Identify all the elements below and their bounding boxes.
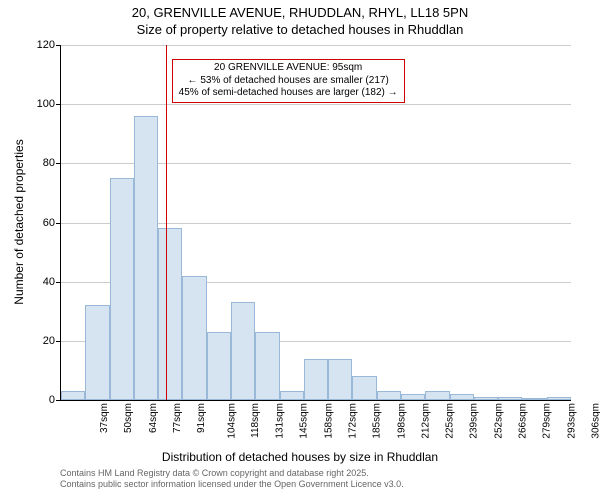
histogram-bar [352, 376, 376, 400]
xtick-label: 131sqm [275, 403, 286, 439]
chart-title-line1: 20, GRENVILLE AVENUE, RHUDDLAN, RHYL, LL… [0, 5, 600, 20]
ytick-label: 60 [25, 217, 55, 229]
ytick-label: 40 [25, 276, 55, 288]
plot-area: 20 GRENVILLE AVENUE: 95sqm ← 53% of deta… [60, 45, 571, 401]
xtick-label: 266sqm [518, 403, 529, 439]
histogram-bar [110, 178, 134, 400]
histogram-bar [231, 302, 255, 400]
histogram-bar [547, 397, 571, 400]
ytick-label: 20 [25, 335, 55, 347]
reference-line-marker [166, 45, 167, 400]
xtick-label: 279sqm [542, 403, 553, 439]
xtick-label: 306sqm [590, 403, 600, 439]
xtick-label: 172sqm [348, 403, 359, 439]
xtick-label: 185sqm [372, 403, 383, 439]
annotation-line1: 20 GRENVILLE AVENUE: 95sqm [179, 62, 398, 75]
histogram-bar [328, 359, 352, 400]
chart-title-line2: Size of property relative to detached ho… [0, 22, 600, 37]
histogram-bar [280, 391, 304, 400]
footer: Contains HM Land Registry data © Crown c… [60, 468, 404, 490]
histogram-bar [207, 332, 231, 400]
histogram-bar [425, 391, 449, 400]
histogram-bar [522, 398, 546, 400]
x-axis-label: Distribution of detached houses by size … [0, 450, 600, 464]
histogram-bar [377, 391, 401, 400]
xtick-label: 212sqm [420, 403, 431, 439]
gridline [61, 45, 571, 46]
ytick-label: 120 [25, 39, 55, 51]
footer-line1: Contains HM Land Registry data © Crown c… [60, 468, 404, 479]
xtick-label: 91sqm [196, 403, 207, 433]
xtick-label: 104sqm [226, 403, 237, 439]
xtick-label: 252sqm [493, 403, 504, 439]
annotation-line2: ← 53% of detached houses are smaller (21… [179, 75, 398, 88]
annotation-line3: 45% of semi-detached houses are larger (… [179, 87, 398, 100]
xtick-label: 118sqm [250, 403, 261, 438]
histogram-bar [304, 359, 328, 400]
ytick-label: 100 [25, 98, 55, 110]
histogram-bar [61, 391, 85, 400]
histogram-bar [255, 332, 279, 400]
xtick-label: 50sqm [123, 403, 134, 433]
annotation-box: 20 GRENVILLE AVENUE: 95sqm ← 53% of deta… [172, 59, 405, 103]
xtick-label: 145sqm [299, 403, 310, 439]
gridline [61, 104, 571, 105]
xtick-label: 198sqm [396, 403, 407, 439]
xtick-label: 77sqm [172, 403, 183, 433]
ytick-label: 80 [25, 157, 55, 169]
xtick-label: 37sqm [99, 403, 110, 433]
histogram-bar [401, 394, 425, 400]
xtick-label: 64sqm [148, 403, 159, 433]
y-axis-label: Number of detached properties [12, 139, 26, 304]
histogram-bar [182, 276, 206, 400]
xtick-label: 158sqm [323, 403, 334, 439]
histogram-bar [474, 397, 498, 400]
histogram-bar [498, 397, 522, 400]
histogram-bar [158, 228, 182, 400]
ytick-label: 0 [25, 394, 55, 406]
histogram-bar [450, 394, 474, 400]
histogram-bar [85, 305, 109, 400]
xtick-label: 293sqm [566, 403, 577, 439]
histogram-bar [134, 116, 158, 400]
chart-container: 20, GRENVILLE AVENUE, RHUDDLAN, RHYL, LL… [0, 0, 600, 500]
footer-line2: Contains public sector information licen… [60, 479, 404, 490]
xtick-label: 225sqm [445, 403, 456, 439]
xtick-label: 239sqm [469, 403, 480, 439]
